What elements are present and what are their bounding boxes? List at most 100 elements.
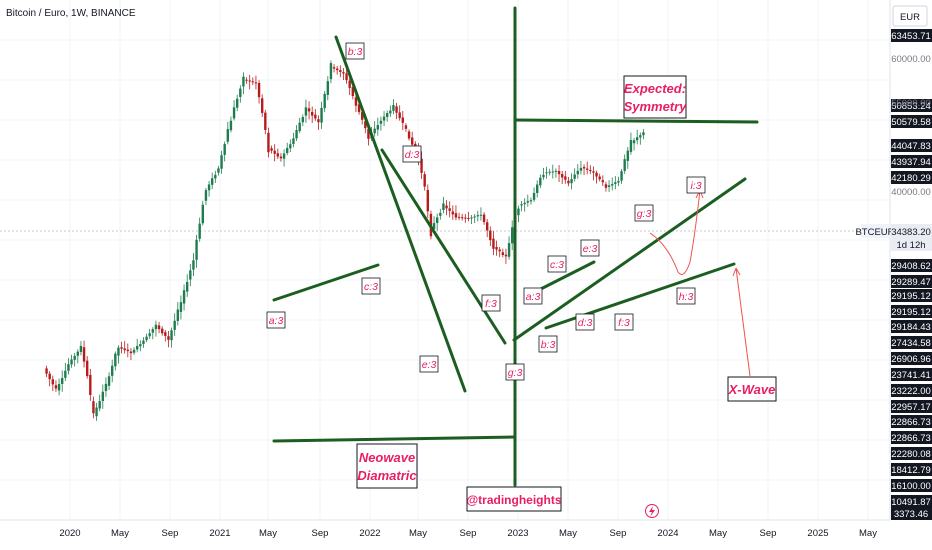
candle-body bbox=[73, 355, 76, 360]
wave-label-text: d:3 bbox=[578, 317, 593, 329]
price-tag: 63453.71 bbox=[891, 29, 932, 42]
time-ticks: 2020 May Sep 2021 May Sep 2022 May Sep 2023 May Sep… bbox=[59, 528, 877, 539]
candle-body bbox=[554, 170, 558, 172]
candle-body bbox=[354, 97, 358, 106]
candle-body bbox=[517, 208, 520, 216]
wave-label: e:3 bbox=[419, 355, 439, 373]
wave-label-text: c:3 bbox=[550, 259, 564, 271]
price-tag-label: 18412.79 bbox=[891, 465, 931, 476]
tradingview-lightning-icon[interactable] bbox=[645, 504, 659, 518]
candle-body bbox=[610, 184, 614, 186]
price-tag: 50579.58 bbox=[891, 115, 932, 128]
candle-body bbox=[107, 376, 111, 386]
candle-body bbox=[176, 309, 180, 321]
candle-body bbox=[217, 168, 220, 173]
price-tag-label: 23741.41 bbox=[891, 370, 931, 381]
candle-body bbox=[398, 112, 401, 119]
handle-note[interactable]: @tradingheights bbox=[466, 486, 562, 512]
price-tag-label: 22957.17 bbox=[891, 402, 931, 413]
wave-label-text: i:3 bbox=[690, 180, 701, 192]
candle-body bbox=[170, 330, 173, 341]
time-tick-label: Sep bbox=[312, 528, 329, 539]
candle-body bbox=[204, 190, 208, 201]
price-tag-label: 3373.46 bbox=[894, 509, 928, 520]
time-tick-label: Sep bbox=[162, 528, 179, 539]
expected-symmetry-note[interactable]: Expected: Symmetry bbox=[623, 75, 688, 119]
candle-body bbox=[442, 203, 445, 210]
price-tag-label: 10491.87 bbox=[891, 497, 931, 508]
wave-label: a:3 bbox=[266, 311, 286, 329]
candle-body bbox=[367, 128, 370, 139]
candle-body bbox=[620, 171, 623, 181]
candle-body bbox=[298, 122, 301, 132]
candle-body bbox=[479, 214, 483, 216]
handle-text: @tradingheights bbox=[466, 493, 561, 507]
candle-body bbox=[45, 368, 48, 374]
price-tag-label: 44047.83 bbox=[891, 141, 931, 152]
candle-body bbox=[101, 391, 105, 402]
candle-body bbox=[307, 108, 311, 112]
wave-label: g:3 bbox=[634, 204, 654, 222]
candle-body bbox=[557, 171, 561, 175]
candle-body bbox=[348, 80, 351, 88]
candle-body bbox=[320, 107, 323, 123]
candle-body bbox=[189, 270, 192, 280]
wave-label: b:3 bbox=[538, 335, 558, 353]
candle-body bbox=[529, 200, 533, 202]
price-tag: 29195.12 bbox=[891, 289, 932, 302]
candle-body bbox=[92, 401, 95, 414]
candle-body bbox=[464, 217, 467, 219]
candle-body bbox=[564, 176, 567, 180]
candle-body bbox=[210, 178, 214, 185]
candle-body bbox=[407, 131, 411, 139]
candle-body bbox=[385, 113, 389, 117]
candle-body bbox=[89, 374, 92, 395]
expected-text-2: Symmetry bbox=[624, 99, 688, 114]
candle-body bbox=[623, 159, 626, 171]
candle-body bbox=[485, 222, 489, 231]
candle-body bbox=[582, 166, 586, 169]
neowave-diamatric-note[interactable]: Neowave Diamatric bbox=[356, 443, 418, 489]
wave-label: i:3 bbox=[686, 176, 706, 194]
candle-body bbox=[260, 98, 264, 113]
xwave-text: X-Wave bbox=[728, 382, 776, 397]
candle-body bbox=[201, 204, 205, 224]
wave-label-text: b:3 bbox=[541, 339, 556, 351]
time-tick-label: May bbox=[259, 528, 277, 539]
wave-label: h:3 bbox=[676, 287, 696, 305]
price-tag: 22280.08 bbox=[891, 447, 932, 460]
candle-body bbox=[110, 365, 114, 376]
candle-body bbox=[129, 351, 133, 354]
time-tick-label: 2023 bbox=[507, 528, 528, 539]
candle-body bbox=[439, 212, 442, 216]
wave-labels: b:3 d:3 a:3 c:3 e:3 f:3 g:3 a:3 c:3 e:3 g:3 i:3 b:3 d… bbox=[266, 42, 706, 381]
currency-button[interactable]: EUR bbox=[892, 5, 928, 27]
base-line bbox=[272, 435, 517, 443]
price-tag: 44047.83 bbox=[891, 139, 932, 152]
candle-body bbox=[117, 347, 120, 356]
candle-body bbox=[601, 180, 605, 183]
candle-body bbox=[192, 260, 195, 270]
candle-body bbox=[342, 72, 345, 74]
symbol-tag-price: 34383.20 bbox=[891, 227, 931, 238]
time-tick-label: May bbox=[409, 528, 427, 539]
candle-body bbox=[532, 192, 536, 200]
candle-body bbox=[482, 214, 486, 223]
projection-path-xwave bbox=[735, 267, 751, 377]
plot-area[interactable] bbox=[0, 0, 890, 520]
neowave-text-2: Diamatric bbox=[357, 468, 417, 483]
wave-label-text: e:3 bbox=[583, 243, 598, 255]
candle-body bbox=[79, 345, 83, 352]
trendline-lower-1 bbox=[272, 263, 380, 302]
neowave-text-1: Neowave bbox=[359, 450, 415, 465]
candle-body bbox=[598, 176, 601, 180]
price-tag-label: 42180.29 bbox=[891, 173, 931, 184]
candle-body bbox=[151, 329, 155, 333]
time-tick-label: Sep bbox=[760, 528, 777, 539]
candle-body bbox=[226, 129, 230, 142]
candle-body bbox=[123, 348, 126, 351]
candle-body bbox=[267, 132, 270, 153]
price-tag: 23741.41 bbox=[891, 368, 932, 381]
xwave-note[interactable]: X-Wave bbox=[727, 376, 777, 402]
